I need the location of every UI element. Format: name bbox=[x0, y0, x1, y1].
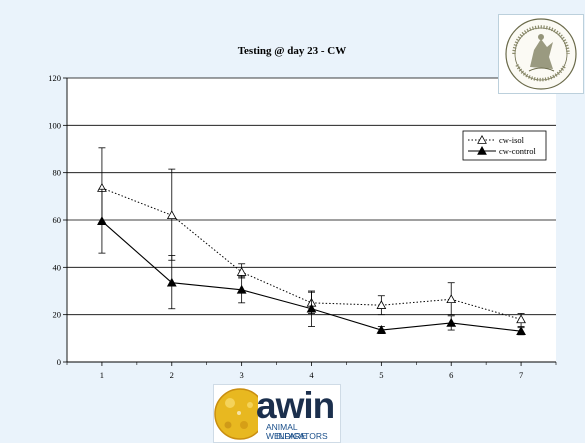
x-tick-label: 5 bbox=[379, 370, 383, 380]
awin-logo: awin ANIMAL WELFARE INDICATORS bbox=[213, 384, 341, 443]
legend-marker bbox=[477, 134, 487, 144]
point-cw-control bbox=[236, 284, 247, 294]
y-tick-label: 20 bbox=[53, 310, 62, 320]
y-tick-label: 60 bbox=[53, 215, 62, 225]
point-cw-control bbox=[97, 216, 107, 225]
chart-title: Testing @ day 23 - CW bbox=[238, 45, 347, 57]
legend-box bbox=[462, 130, 547, 161]
awin-moon-icon bbox=[214, 388, 258, 440]
point-cw-control bbox=[306, 303, 317, 313]
y-tick-label: 80 bbox=[53, 168, 62, 178]
y-tick-label: 100 bbox=[48, 120, 61, 130]
point-cw-control bbox=[166, 277, 177, 287]
legend-label: cw-control bbox=[499, 146, 536, 156]
y-tick-label: 40 bbox=[53, 262, 62, 272]
point-cw-isol bbox=[236, 267, 247, 276]
legend-label: cw-isol bbox=[499, 135, 525, 145]
x-tick-label: 1 bbox=[100, 370, 104, 380]
x-tick-label: 7 bbox=[519, 370, 523, 380]
x-tick-label: 6 bbox=[449, 370, 453, 380]
point-cw-control bbox=[376, 325, 387, 334]
point-cw-isol bbox=[446, 294, 457, 304]
x-tick-label: 4 bbox=[309, 370, 314, 380]
series-cw-control bbox=[97, 188, 526, 336]
awin-line-2: INDICATORS bbox=[276, 431, 328, 441]
y-tick-label: 120 bbox=[48, 73, 61, 83]
awin-line-1: ANIMAL WELFARE bbox=[266, 422, 307, 441]
point-cw-isol bbox=[376, 300, 387, 309]
point-cw-control bbox=[516, 326, 526, 335]
axes: 0 20 40 60 80 100 120 1 2 3 4 5 6 7 bbox=[48, 73, 557, 380]
x-tick-label: 3 bbox=[240, 370, 244, 380]
x-tick-label: 2 bbox=[170, 370, 174, 380]
legend-marker bbox=[477, 145, 487, 155]
series-layer bbox=[97, 147, 526, 336]
point-cw-isol bbox=[166, 210, 177, 220]
y-tick-label: 0 bbox=[57, 357, 61, 367]
point-cw-control bbox=[446, 317, 457, 327]
awin-wordmark: awin bbox=[256, 385, 335, 426]
university-seal-logo bbox=[498, 14, 584, 94]
point-cw-isol bbox=[516, 314, 526, 324]
